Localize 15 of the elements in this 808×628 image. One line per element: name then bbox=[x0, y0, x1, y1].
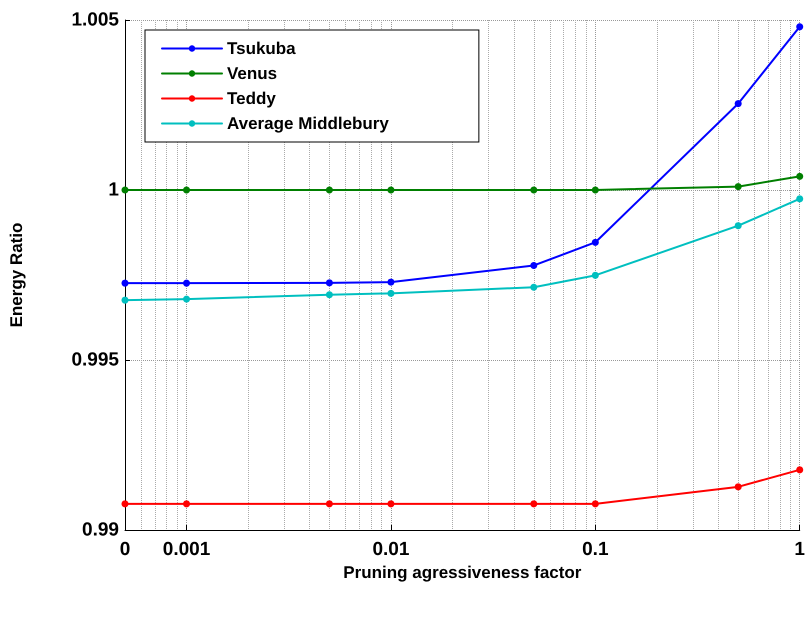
legend-label: Venus bbox=[227, 64, 278, 83]
x-tick-label: 0.01 bbox=[372, 539, 410, 560]
x-tick-label: 0.001 bbox=[162, 539, 211, 560]
legend-label: Tsukuba bbox=[227, 39, 296, 58]
legend-label: Average Middlebury bbox=[227, 114, 390, 133]
y-tick-label: 0.99 bbox=[82, 520, 119, 540]
x-tick-label: 0.1 bbox=[582, 539, 609, 560]
y-tick-label: 1.005 bbox=[71, 10, 120, 30]
y-tick-label: 0.995 bbox=[71, 350, 120, 370]
x-axis-title: Pruning agressiveness factor bbox=[343, 563, 582, 582]
x-tick-label: 0 bbox=[120, 539, 130, 560]
legend-label: Teddy bbox=[227, 89, 276, 108]
y-axis-title: Energy Ratio bbox=[7, 222, 26, 328]
x-tick-label: 1 bbox=[794, 539, 806, 560]
y-tick-label: 1 bbox=[108, 180, 120, 200]
